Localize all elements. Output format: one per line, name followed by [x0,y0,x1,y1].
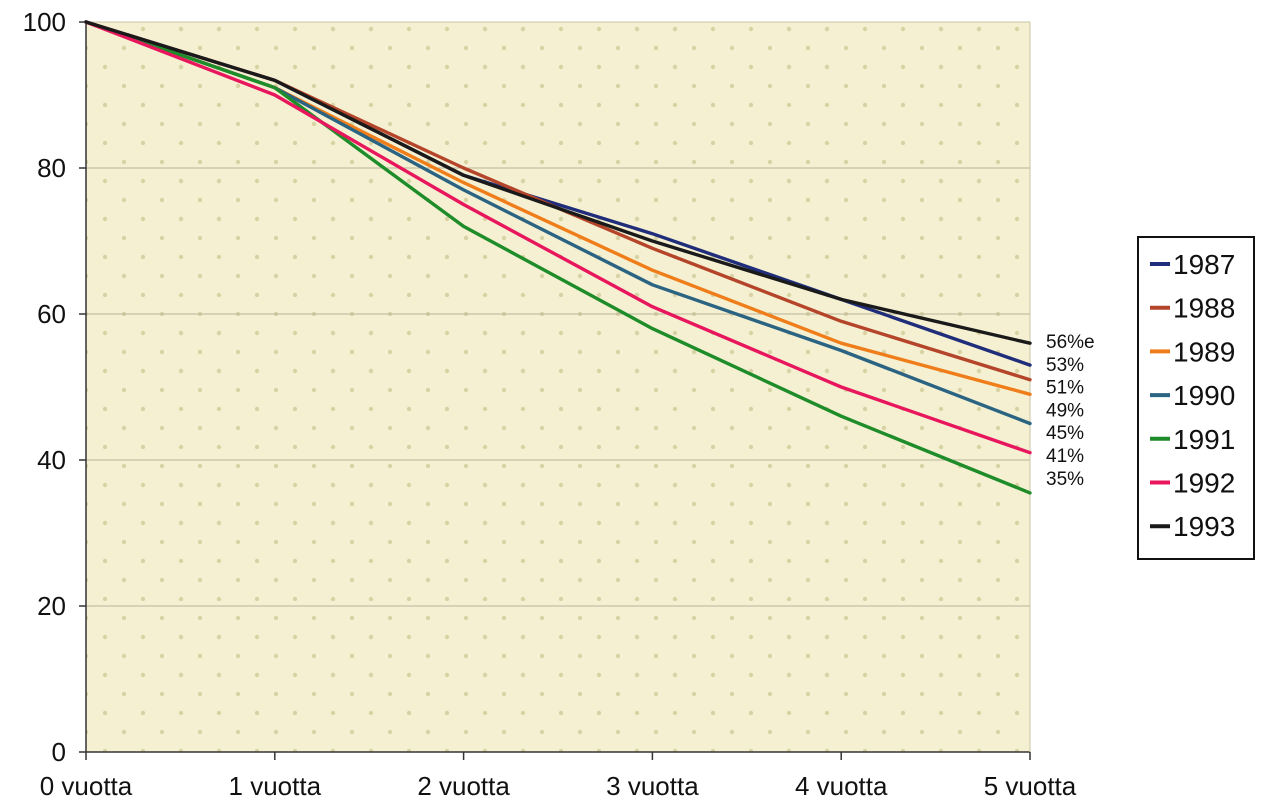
end-value-label: 35% [1046,469,1084,490]
end-value-label: 56%e [1046,332,1095,353]
x-tick-label: 4 vuotta [795,771,888,801]
y-tick-label: 60 [37,299,66,329]
series-lines [84,20,1032,495]
gridlines [86,167,1030,607]
y-axis-ticks: 0 20 40 60 80 100 [23,7,66,767]
x-tick-label: 1 vuotta [229,771,322,801]
legend-box [1137,236,1255,560]
y-tick-label: 40 [37,445,66,475]
legend-label: 1989 [1173,336,1235,367]
x-tick-label: 3 vuotta [606,771,699,801]
y-tick-label: 20 [37,591,66,621]
legend: 1987 1988 1989 1990 1991 1992 1993 [1137,236,1255,560]
end-value-label: 51% [1046,378,1084,399]
series-line-1992 [84,20,1032,455]
end-value-label: 49% [1046,400,1084,421]
y-tick-label: 100 [23,7,66,37]
series-line-1991 [84,20,1032,495]
plot-area [86,22,1030,752]
end-value-label: 53% [1046,355,1084,376]
end-labels: 56%e53%51%49%45%41%35% [1046,332,1095,490]
x-tick-label: 0 vuotta [40,771,133,801]
y-tick-label: 0 [52,737,66,767]
legend-label: 1990 [1173,380,1235,411]
end-value-label: 45% [1046,423,1084,444]
legend-label: 1992 [1173,468,1235,499]
legend-label: 1988 [1173,293,1235,324]
plot-texture [86,22,1030,752]
end-value-label: 41% [1046,446,1084,467]
y-tick-label: 80 [37,153,66,183]
x-tick-label: 2 vuotta [417,771,510,801]
legend-label: 1987 [1173,249,1235,280]
axes [79,21,1031,760]
series-line-1993 [84,20,1032,345]
x-axis-ticks: 0 vuotta 1 vuotta 2 vuotta 3 vuotta 4 vuotta… [40,771,1077,801]
legend-label: 1991 [1173,424,1235,455]
x-tick-label: 5 vuotta [984,771,1077,801]
legend-label: 1993 [1173,511,1235,542]
